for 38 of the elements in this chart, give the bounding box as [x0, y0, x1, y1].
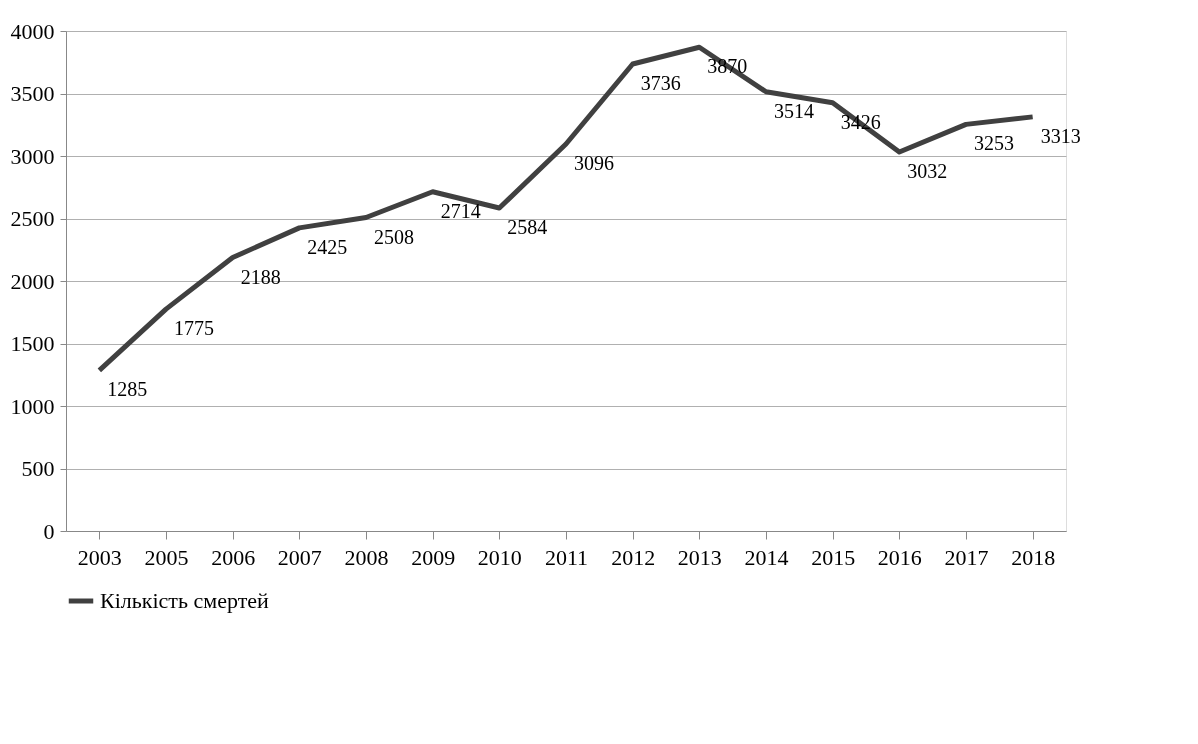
x-tick-label: 2018 — [1011, 544, 1056, 570]
x-tick-label: 2007 — [277, 544, 322, 570]
y-tick-label: 0 — [43, 518, 55, 544]
data-label: 3313 — [1040, 124, 1081, 147]
x-tick-label: 2008 — [344, 544, 389, 570]
data-label: 2425 — [307, 235, 348, 258]
x-tick-label: 2017 — [944, 544, 989, 570]
data-label: 1775 — [174, 317, 214, 340]
data-label: 3032 — [907, 160, 948, 182]
x-tick-label: 2005 — [144, 544, 189, 570]
data-label: 2508 — [374, 225, 414, 248]
y-tick-label: 2000 — [10, 268, 55, 294]
y-tick-label: 3000 — [10, 143, 55, 169]
data-label: 2584 — [507, 216, 548, 238]
x-tick-label: 2012 — [611, 544, 656, 570]
y-tick-label: 500 — [21, 456, 55, 481]
y-tick-label: 1000 — [10, 393, 55, 419]
y-tick-label: 2500 — [10, 206, 55, 231]
x-tick-label: 2003 — [77, 544, 122, 570]
x-tick-label: 2009 — [411, 544, 456, 570]
x-tick-label: 2006 — [211, 544, 256, 570]
x-tick-label: 2016 — [877, 544, 922, 570]
data-label: 2188 — [240, 265, 281, 288]
data-label: 3736 — [640, 72, 681, 94]
y-tick-label: 3500 — [10, 81, 55, 106]
x-tick-label: 2010 — [477, 544, 522, 570]
y-tick-label: 4000 — [10, 18, 55, 44]
y-tick-label: 1500 — [10, 331, 55, 356]
x-tick-label: 2011 — [544, 544, 589, 570]
data-label: 1285 — [107, 378, 148, 401]
data-label: 2714 — [440, 199, 481, 222]
data-label: 3514 — [774, 99, 814, 122]
legend-label: Кількість смертей — [100, 588, 270, 613]
x-tick-label: 2013 — [677, 544, 722, 570]
data-label: 3253 — [974, 132, 1014, 155]
x-tick-label: 2014 — [744, 544, 789, 570]
data-label: 3096 — [574, 152, 614, 174]
x-tick-label: 2015 — [811, 544, 856, 570]
